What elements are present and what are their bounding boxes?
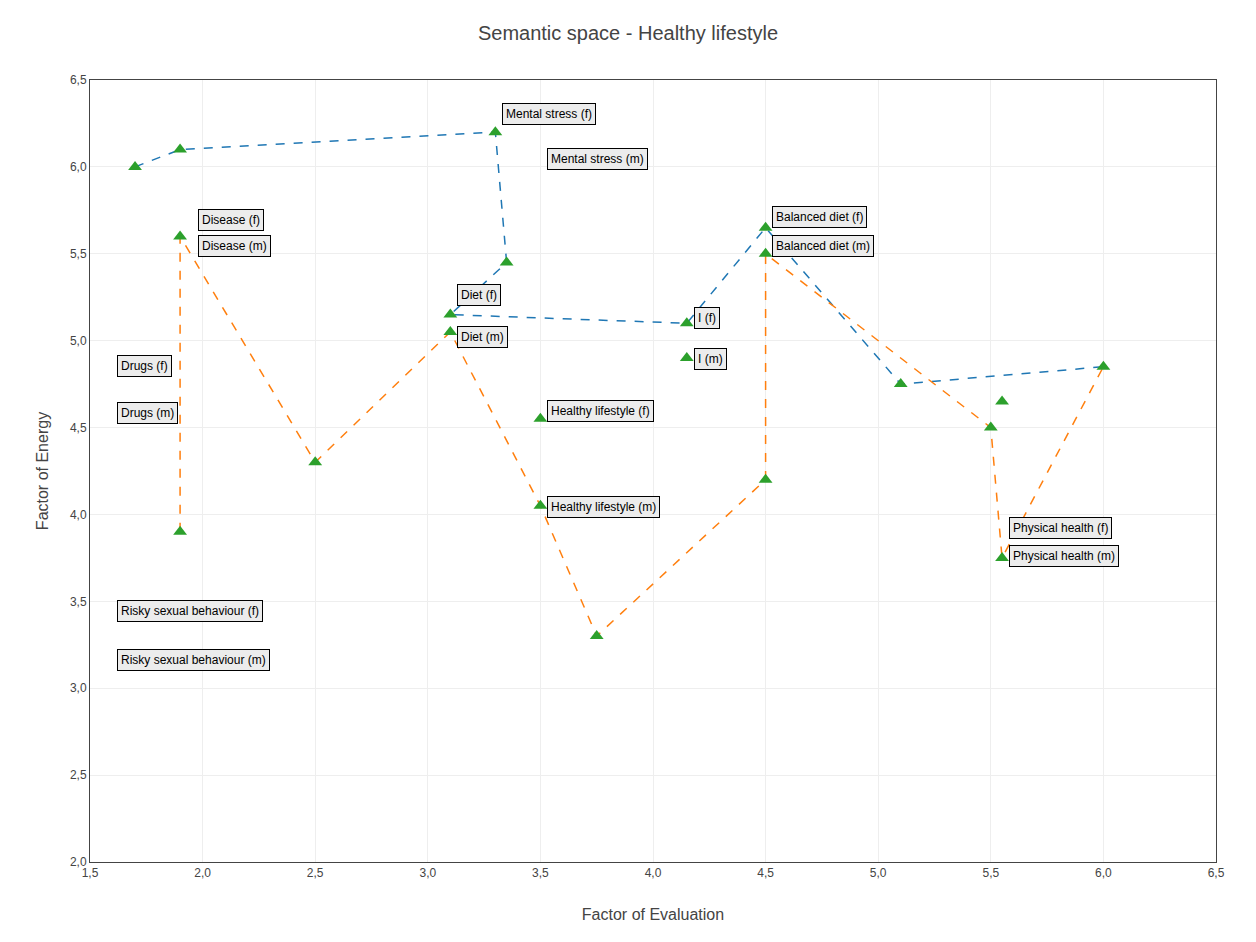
svg-text:2,0: 2,0 [194,866,211,880]
svg-text:Balanced diet (m): Balanced diet (m) [776,239,870,253]
svg-text:Physical health (f): Physical health (f) [1013,521,1108,535]
svg-text:Drugs (f): Drugs (f) [121,359,168,373]
svg-text:4,5: 4,5 [757,866,774,880]
svg-text:Disease (m): Disease (m) [202,239,267,253]
svg-text:I (f): I (f) [698,311,716,325]
svg-text:Physical health (m): Physical health (m) [1013,549,1115,563]
svg-text:Diet (f): Diet (f) [461,288,497,302]
svg-text:5,0: 5,0 [870,866,887,880]
svg-text:6,5: 6,5 [70,73,87,87]
svg-text:4,0: 4,0 [70,508,87,522]
svg-text:Factor of Energy: Factor of Energy [34,412,51,530]
svg-text:3,0: 3,0 [70,681,87,695]
svg-text:Healthy lifestyle (m): Healthy lifestyle (m) [551,500,656,514]
svg-text:Semantic space - Healthy lifes: Semantic space - Healthy lifestyle [478,22,778,44]
svg-text:3,5: 3,5 [70,595,87,609]
svg-text:Disease (f): Disease (f) [202,213,260,227]
svg-text:Diet (m): Diet (m) [461,330,504,344]
svg-text:6,0: 6,0 [1095,866,1112,880]
svg-text:4,0: 4,0 [645,866,662,880]
svg-text:Risky sexual behaviour (m): Risky sexual behaviour (m) [121,653,266,667]
svg-text:5,5: 5,5 [982,866,999,880]
svg-text:3,5: 3,5 [532,866,549,880]
svg-text:Healthy lifestyle (f): Healthy lifestyle (f) [551,404,650,418]
svg-text:3,0: 3,0 [419,866,436,880]
svg-text:Balanced diet (f): Balanced diet (f) [776,210,863,224]
svg-text:Risky sexual behaviour (f): Risky sexual behaviour (f) [121,604,259,618]
svg-text:1,5: 1,5 [82,866,99,880]
svg-text:6,0: 6,0 [70,160,87,174]
svg-text:Mental stress (f): Mental stress (f) [506,107,592,121]
svg-text:2,5: 2,5 [70,768,87,782]
svg-text:4,5: 4,5 [70,421,87,435]
svg-text:Drugs (m): Drugs (m) [121,406,174,420]
svg-text:5,0: 5,0 [70,334,87,348]
svg-text:5,5: 5,5 [70,247,87,261]
svg-text:Mental stress (m): Mental stress (m) [551,152,644,166]
svg-text:2,5: 2,5 [307,866,324,880]
svg-text:2,0: 2,0 [70,855,87,869]
svg-text:6,5: 6,5 [1208,866,1225,880]
svg-text:Factor of Evaluation: Factor of Evaluation [582,906,724,923]
svg-text:I (m): I (m) [698,352,723,366]
